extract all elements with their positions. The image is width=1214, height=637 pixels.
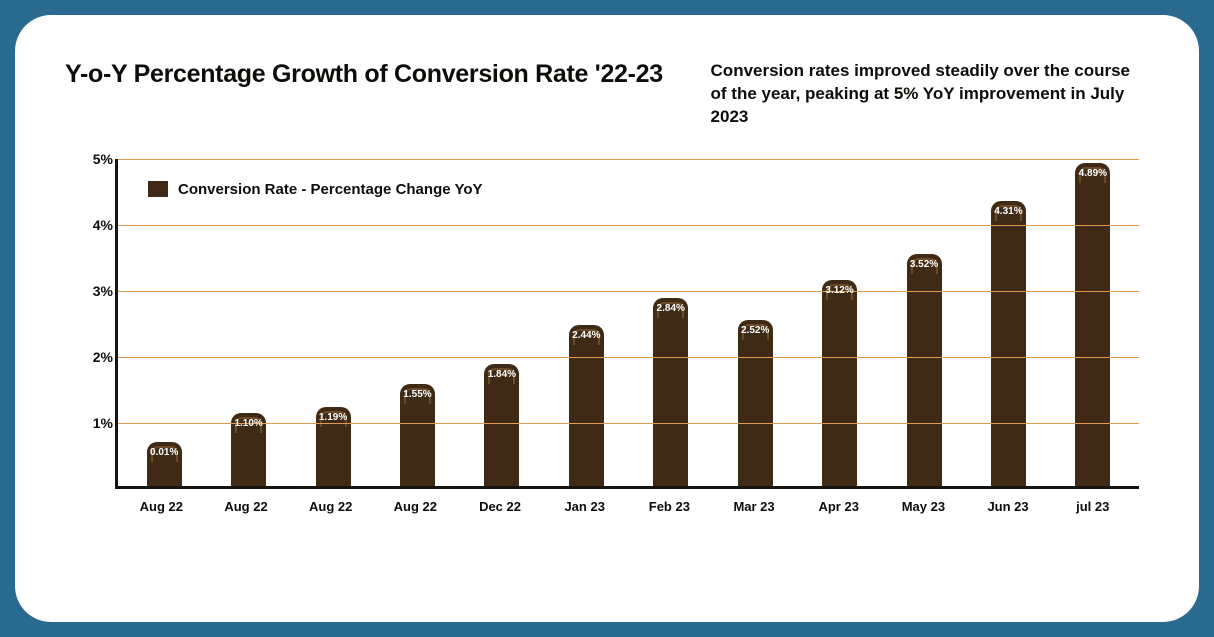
- bar: 4.89%: [1075, 163, 1110, 486]
- bar-slot: 2.84%: [629, 159, 713, 486]
- bar-slot: 3.12%: [797, 159, 881, 486]
- bar-slot: 4.89%: [1051, 159, 1135, 486]
- bar-slot: 2.52%: [713, 159, 797, 486]
- bar-value-label: 3.12%: [825, 285, 853, 296]
- bar-value-label: 1.19%: [319, 412, 347, 423]
- bar-slot: 4.31%: [966, 159, 1050, 486]
- x-tick-label: May 23: [881, 499, 966, 514]
- bar-slot: 1.55%: [375, 159, 459, 486]
- bar-value-label: 2.52%: [741, 325, 769, 336]
- y-tick-label: 5%: [93, 151, 113, 167]
- chart-description: Conversion rates improved steadily over …: [711, 60, 1149, 129]
- legend: Conversion Rate - Percentage Change YoY: [148, 181, 483, 198]
- plot-area: Conversion Rate - Percentage Change YoY …: [115, 159, 1139, 489]
- bar-value-label: 2.44%: [572, 330, 600, 341]
- bar-value-label: 4.89%: [1079, 168, 1107, 179]
- gridline: [118, 225, 1139, 226]
- chart-card: Y-o-Y Percentage Growth of Conversion Ra…: [15, 15, 1199, 622]
- bar-slot: 0.01%: [122, 159, 206, 486]
- bar: 1.10%: [231, 413, 266, 486]
- x-tick-label: Dec 22: [458, 499, 543, 514]
- bar-slot: 3.52%: [882, 159, 966, 486]
- x-tick-label: Jun 23: [966, 499, 1051, 514]
- bar: 2.52%: [738, 320, 773, 486]
- bar: 1.55%: [400, 384, 435, 486]
- bar: 3.12%: [822, 280, 857, 486]
- bar-slot: 1.10%: [206, 159, 290, 486]
- gridline: [118, 357, 1139, 358]
- legend-label: Conversion Rate - Percentage Change YoY: [178, 181, 483, 198]
- gridline: [118, 159, 1139, 160]
- x-tick-label: Mar 23: [712, 499, 797, 514]
- x-tick-label: jul 23: [1050, 499, 1135, 514]
- bar-value-label: 2.84%: [657, 303, 685, 314]
- x-tick-label: Aug 22: [119, 499, 204, 514]
- bar-value-label: 1.84%: [488, 369, 516, 380]
- x-tick-label: Feb 23: [627, 499, 712, 514]
- x-tick-label: Aug 22: [204, 499, 289, 514]
- bar: 0.01%: [147, 442, 182, 486]
- y-tick-label: 2%: [93, 349, 113, 365]
- x-tick-label: Apr 23: [796, 499, 881, 514]
- chart-area: 1%2%3%4%5% Conversion Rate - Percentage …: [115, 159, 1149, 559]
- bar-value-label: 3.52%: [910, 259, 938, 270]
- gridline: [118, 423, 1139, 424]
- x-tick-label: Jan 23: [542, 499, 627, 514]
- bar: 3.52%: [907, 254, 942, 486]
- gridline: [118, 291, 1139, 292]
- bar-slot: 2.44%: [544, 159, 628, 486]
- bar: 4.31%: [991, 201, 1026, 485]
- bar: 1.84%: [484, 364, 519, 485]
- y-axis: 1%2%3%4%5%: [73, 159, 113, 489]
- bar-value-label: 4.31%: [994, 206, 1022, 217]
- chart-title: Y-o-Y Percentage Growth of Conversion Ra…: [65, 60, 671, 89]
- y-tick-label: 3%: [93, 283, 113, 299]
- y-tick-label: 4%: [93, 217, 113, 233]
- bar-value-label: 0.01%: [150, 447, 178, 458]
- legend-swatch: [148, 181, 168, 197]
- x-axis-labels: Aug 22Aug 22Aug 22Aug 22Dec 22Jan 23Feb …: [115, 499, 1139, 514]
- bar-value-label: 1.10%: [234, 418, 262, 429]
- bars-container: 0.01% 1.10% 1.19% 1.55% 1.84% 2.44% 2.84% 2.52%…: [118, 159, 1139, 486]
- bar: 2.84%: [653, 298, 688, 485]
- bar: 2.44%: [569, 325, 604, 486]
- x-tick-label: Aug 22: [373, 499, 458, 514]
- bar-slot: 1.84%: [460, 159, 544, 486]
- bar: 1.19%: [316, 407, 351, 486]
- header-row: Y-o-Y Percentage Growth of Conversion Ra…: [65, 60, 1149, 129]
- y-tick-label: 1%: [93, 415, 113, 431]
- bar-value-label: 1.55%: [403, 389, 431, 400]
- x-tick-label: Aug 22: [288, 499, 373, 514]
- bar-slot: 1.19%: [291, 159, 375, 486]
